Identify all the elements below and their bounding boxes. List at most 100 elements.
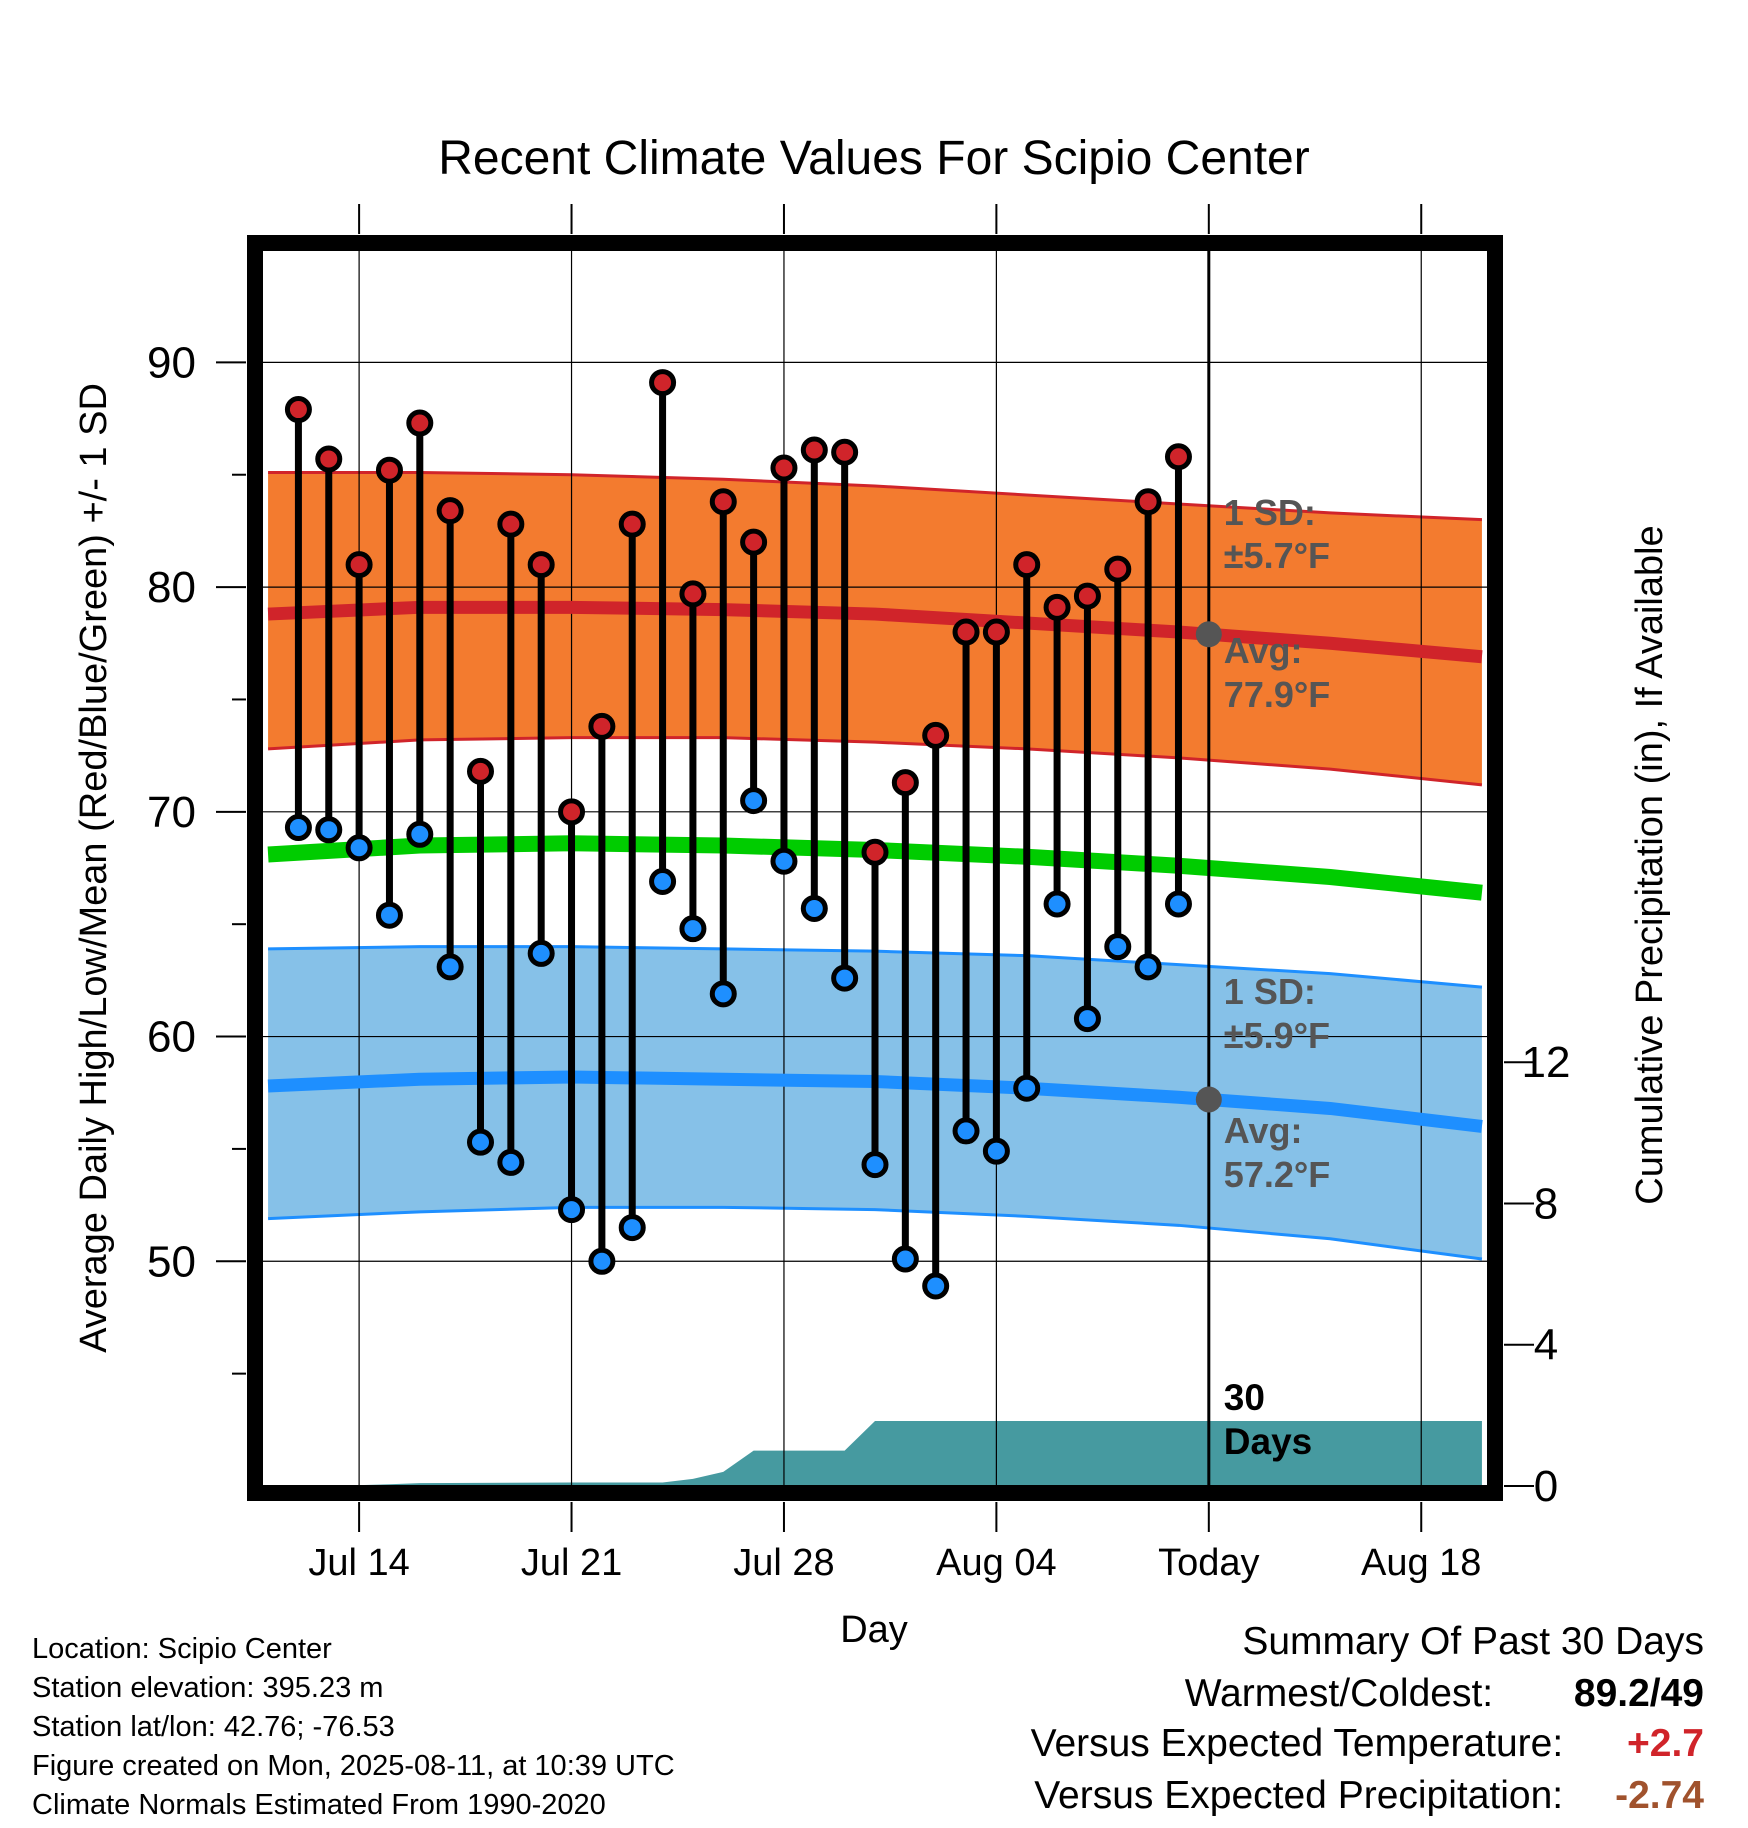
high-temp-point	[558, 798, 586, 826]
low-temp-point	[740, 787, 768, 815]
normals-text: Climate Normals Estimated From 1990-2020	[32, 1789, 606, 1821]
high-temp-point	[618, 510, 646, 538]
high-avg-title: Avg:	[1224, 630, 1303, 671]
x-tick-label: Jul 28	[733, 1542, 834, 1584]
high-temp-point	[709, 488, 737, 516]
low-temp-point	[1134, 953, 1162, 981]
high-temp-point	[436, 497, 464, 525]
low-temp-point	[649, 867, 677, 895]
low-sd-title: 1 SD:	[1224, 971, 1316, 1012]
low-temp-point	[466, 1128, 494, 1156]
y2-tick-label: 0	[1534, 1462, 1558, 1511]
low-temp-point	[831, 964, 859, 992]
low-temp-point	[891, 1245, 919, 1273]
x-tick-label: Jul 21	[521, 1542, 622, 1584]
low-temp-point	[1104, 933, 1132, 961]
y-tick-label: 90	[147, 338, 196, 387]
elevation-text: Station elevation: 395.23 m	[32, 1672, 384, 1704]
low-temp-point	[922, 1272, 950, 1300]
low-temp-point	[558, 1196, 586, 1224]
x-tick-label: Aug 04	[936, 1542, 1056, 1584]
low-temp-point	[1013, 1074, 1041, 1102]
today-low-avg-marker	[1195, 1086, 1222, 1113]
high-temp-point	[800, 436, 828, 464]
y2-axis-label: Cumulative Precipitation (in), If Availa…	[1629, 525, 1671, 1204]
summary-temperature: Versus Expected Temperature: +2.7	[1031, 1722, 1704, 1766]
high-temp-point	[345, 551, 373, 579]
high-sd-title: 1 SD:	[1224, 492, 1316, 533]
low-temp-point	[1164, 890, 1192, 918]
low-temp-point	[284, 814, 312, 842]
y-tick-label: 70	[147, 788, 196, 837]
high-temp-point	[922, 721, 950, 749]
high-sd-value: ±5.7°F	[1224, 535, 1330, 576]
high-temp-point	[1013, 551, 1041, 579]
created-text: Figure created on Mon, 2025-08-11, at 10…	[32, 1750, 675, 1782]
low-avg-title: Avg:	[1224, 1110, 1303, 1151]
high-temp-point	[497, 510, 525, 538]
warm-cold-label: Warmest/Coldest:	[1184, 1672, 1494, 1715]
low-temp-point	[345, 834, 373, 862]
low-temp-point	[375, 901, 403, 929]
days-count: 30	[1224, 1377, 1265, 1418]
low-sd-band-lower-edge	[268, 1205, 1483, 1261]
high-temp-point	[315, 445, 343, 473]
y-tick-label: 50	[147, 1237, 196, 1286]
y-axis-label: Average Daily High/Low/Mean (Red/Blue/Gr…	[73, 383, 115, 1353]
high-temp-point	[861, 838, 889, 866]
high-temp-point	[284, 396, 312, 424]
y-tick-label: 80	[147, 563, 196, 612]
high-temp-point	[1104, 555, 1132, 583]
high-temp-point	[1164, 443, 1192, 471]
high-sd-band-lower-edge	[267, 736, 1483, 787]
low-temp-point	[497, 1148, 525, 1176]
temp-label: Versus Expected Temperature:	[1030, 1722, 1564, 1765]
low-temp-point	[861, 1151, 889, 1179]
precip-value: -2.74	[1615, 1774, 1704, 1817]
low-temp-point	[1043, 890, 1071, 918]
today-high-avg-marker	[1195, 621, 1222, 648]
low-avg-value: 57.2°F	[1224, 1154, 1330, 1195]
precip-area	[268, 1421, 1482, 1486]
low-temp-point	[770, 847, 798, 875]
low-temp-point	[436, 953, 464, 981]
summary-precipitation: Versus Expected Precipitation: -2.74	[1034, 1774, 1704, 1818]
high-temp-point	[1134, 488, 1162, 516]
high-temp-point	[649, 369, 677, 397]
plot-frame	[247, 235, 1503, 1501]
x-tick-label: Today	[1158, 1542, 1259, 1584]
high-temp-point	[406, 409, 434, 437]
high-avg-value: 77.9°F	[1224, 674, 1330, 715]
high-sd-band-upper-edge	[268, 470, 1482, 522]
temp-value: +2.7	[1627, 1722, 1704, 1765]
high-temp-point	[679, 580, 707, 608]
location-text: Location: Scipio Center	[32, 1633, 332, 1665]
normal-high-line	[267, 600, 1483, 664]
low-temp-point	[527, 939, 555, 967]
low-temp-point	[406, 820, 434, 848]
high-temp-point	[1073, 582, 1101, 610]
y2-tick-label: 8	[1534, 1179, 1558, 1228]
low-temp-point	[952, 1117, 980, 1145]
warm-cold-value: 89.2/49	[1573, 1672, 1704, 1715]
precip-label: Versus Expected Precipitation:	[1034, 1774, 1564, 1817]
high-temp-point	[588, 712, 616, 740]
days-word: Days	[1224, 1421, 1312, 1462]
low-temp-point	[588, 1247, 616, 1275]
y-tick-label: 60	[147, 1013, 196, 1062]
low-temp-point	[315, 816, 343, 844]
high-temp-point	[952, 618, 980, 646]
x-tick-label: Aug 18	[1361, 1542, 1481, 1584]
high-temp-point	[831, 438, 859, 466]
high-temp-point	[982, 618, 1010, 646]
low-temp-point	[709, 980, 737, 1008]
high-temp-point	[527, 551, 555, 579]
high-temp-point	[375, 456, 403, 484]
y2-tick-label: 12	[1522, 1038, 1571, 1087]
low-sd-value: ±5.9°F	[1224, 1015, 1330, 1056]
y2-tick-label: 4	[1534, 1321, 1558, 1370]
high-temp-point	[770, 454, 798, 482]
summary-warm-cold: Warmest/Coldest: 89.2/49	[1185, 1672, 1704, 1716]
